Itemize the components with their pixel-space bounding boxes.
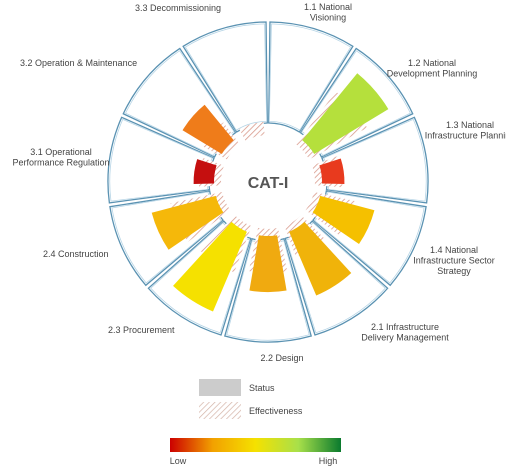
status-bar-2-3-procurement: [173, 221, 247, 312]
segment-label-1-4-national-infrastructure-sector-strategy: 1.4 National Infrastructure Sector Strateg…: [413, 245, 495, 276]
segment-inner-frame-3-3-decommissioning: [184, 23, 268, 131]
color-scale-bar: [170, 438, 341, 452]
status-bar-2-2-design: [249, 235, 287, 293]
segment-inner-frame-1-1-national-visioning: [268, 23, 352, 131]
color-scale-high-label: High: [319, 456, 338, 466]
status-bar-1-3-national-infrastructure-planning: [319, 158, 345, 185]
segment-label-3-1-operational-performance-regulation: 3.1 Operational Performance Regulation: [12, 147, 109, 168]
effectiveness-bar-3-3-decommissioning: [239, 121, 265, 141]
segment-label-2-3-procurement: 2.3 Procurement: [108, 325, 175, 335]
segment-label-3-3-decommissioning: 3.3 Decommissioning: [135, 3, 221, 13]
center-hole: [224, 138, 312, 226]
segment-label-2-4-construction: 2.4 Construction: [43, 249, 109, 259]
segment-label-1-1-national-visioning: 1.1 National Visioning: [304, 2, 352, 23]
status-bar-3-2-operation-maintenance: [182, 104, 234, 155]
legend-effectiveness-swatch: [199, 402, 241, 419]
legend-status-swatch: [199, 379, 241, 396]
status-bar-2-1-infrastructure-delivery-management: [289, 221, 352, 296]
segment-1-1-national-visioning[interactable]: [268, 21, 354, 133]
segment-label-2-1-infrastructure-delivery-management: 2.1 Infrastructure Delivery Management: [361, 322, 449, 343]
segment-label-1-2-national-development-planning: 1.2 National Development Planning: [387, 58, 478, 79]
color-scale-low-label: Low: [170, 456, 187, 466]
legend-status-label: Status: [249, 383, 275, 393]
center-label: CAT-I: [248, 175, 289, 192]
segment-label-2-2-design: 2.2 Design: [260, 353, 303, 363]
status-bar-1-2-national-development-planning: [302, 73, 389, 155]
status-bar-2-4-construction: [151, 195, 224, 250]
status-bar-3-1-operational-performance-regulation: [193, 159, 217, 184]
legend-effectiveness-label: Effectiveness: [249, 406, 303, 416]
status-bar-1-4-national-infrastructure-sector-strategy: [312, 195, 375, 244]
segment-label-3-2-operation-maintenance: 3.2 Operation & Maintenance: [20, 58, 137, 68]
